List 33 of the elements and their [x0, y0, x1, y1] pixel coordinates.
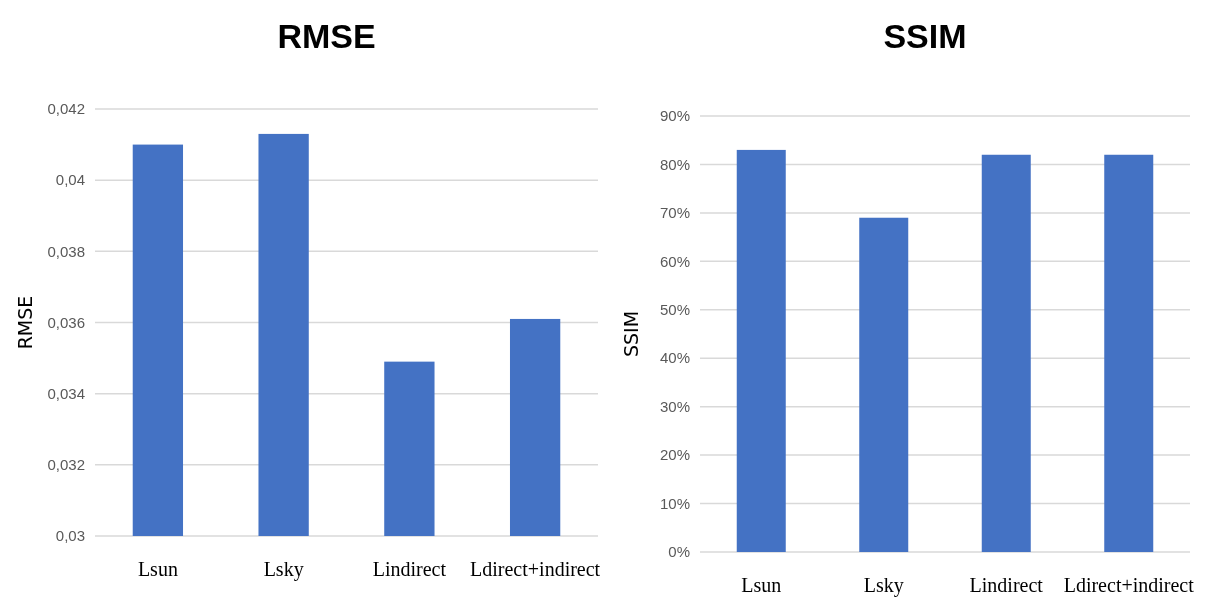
x-tick-label: Lsky [863, 574, 904, 597]
y-tick-label: 10% [659, 494, 690, 512]
y-axis-title: SSIM [620, 310, 642, 358]
y-tick-label: 0,036 [47, 313, 85, 331]
bar [859, 217, 909, 552]
chart-title: SSIM [883, 17, 967, 55]
y-tick-label: 0,042 [47, 100, 85, 118]
x-tick-label: Ldirect+indirect [1063, 574, 1195, 596]
x-tick-label: Lindirect [969, 574, 1044, 596]
x-tick-label: Lsky [263, 558, 304, 581]
y-tick-label: 0,03 [55, 527, 85, 545]
y-tick-label: 30% [659, 397, 690, 415]
x-tick-label: Lindirect [372, 558, 447, 580]
y-tick-label: 90% [659, 107, 690, 125]
x-tick-label: Lsun [741, 574, 782, 596]
y-tick-label: 0,034 [47, 384, 85, 402]
y-tick-label: 40% [659, 349, 690, 367]
y-tick-label: 0,032 [47, 456, 85, 474]
y-tick-label: 20% [659, 446, 690, 464]
y-tick-label: 60% [659, 252, 690, 270]
y-tick-label: 0,038 [47, 242, 85, 260]
bar [736, 149, 786, 552]
bar [981, 154, 1031, 552]
x-tick-label: Ldirect+indirect [470, 558, 601, 580]
y-tick-label: 50% [659, 301, 690, 319]
y-tick-label: 0% [668, 543, 690, 561]
x-tick-label: Lsun [137, 558, 178, 580]
y-axis-title: RMSE [14, 295, 36, 350]
y-tick-label: 70% [659, 204, 690, 222]
y-tick-label: 0,04 [55, 171, 85, 189]
chart-title: RMSE [277, 17, 376, 55]
bar [1104, 154, 1154, 552]
y-tick-label: 80% [659, 155, 690, 173]
